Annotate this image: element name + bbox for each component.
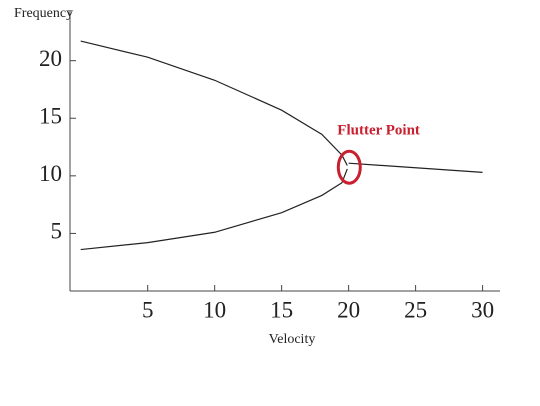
y-tick-label: 20 [39, 46, 62, 71]
y-tick-label: 5 [51, 219, 63, 244]
x-tick-label: 30 [471, 297, 494, 322]
annotation-text: Flutter Point [337, 123, 420, 139]
x-tick-label: 20 [337, 297, 360, 322]
y-axis-label: Frequency [14, 6, 73, 21]
annotation-circle [336, 149, 362, 185]
x-axis-label: Velocity [269, 332, 316, 347]
x-tick-label: 5 [142, 297, 154, 322]
line [348, 162, 483, 173]
x-tick-label: 10 [203, 297, 226, 322]
y-tick-label: 15 [39, 104, 62, 129]
y-tick-label: 10 [39, 161, 62, 186]
line [80, 40, 348, 166]
x-tick-label: 25 [404, 297, 427, 322]
x-tick-label: 15 [270, 297, 293, 322]
line [80, 168, 348, 251]
